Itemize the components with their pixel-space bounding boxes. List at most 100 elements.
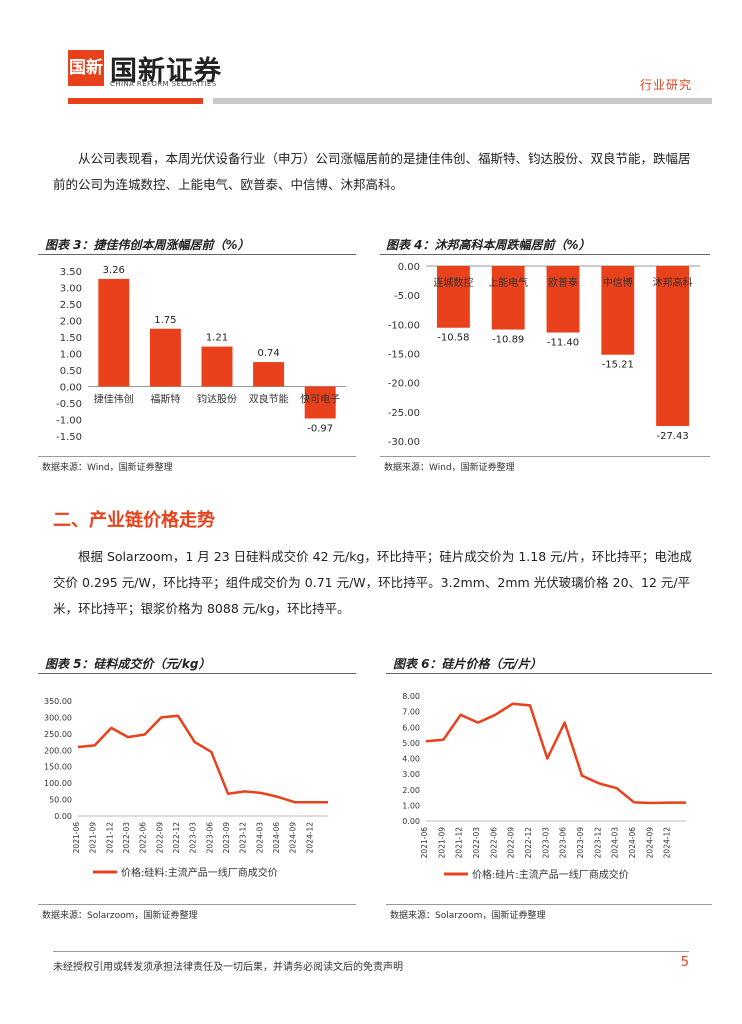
bar-value-label: 0.74: [257, 348, 279, 359]
bar: [601, 266, 635, 355]
bar-value-label: -27.43: [656, 431, 688, 442]
y-tick-label: 2.00: [60, 317, 82, 328]
category-label: 双良节能: [249, 393, 289, 406]
y-tick-label: -1.00: [56, 416, 82, 427]
bar-value-label: -10.89: [492, 335, 524, 346]
y-tick-label: 3.00: [402, 770, 420, 779]
fig5-source: 数据来源：Solarzoom，国新证券整理: [42, 911, 198, 921]
fig3-bar-chart: 3.50 3.00 2.50 2.00 1.50 1.00 0.50 0.00 -0.50 -1.…: [56, 265, 346, 443]
x-tick-label: 2021-12: [105, 822, 114, 854]
x-tick-label: 2023-09: [576, 827, 585, 859]
y-tick-label: -25.00: [388, 408, 420, 419]
fig6-title: 图表 6：硅片价格（元/片）: [393, 657, 542, 671]
x-tick-label: 2022-06: [489, 827, 498, 859]
y-tick-label: 300.00: [44, 713, 72, 722]
category-label: 捷佳伟创: [94, 393, 134, 406]
x-tick-label: 2024-06: [272, 822, 281, 854]
y-tick-label: -0.50: [56, 399, 82, 410]
header-accent-bar: [68, 98, 203, 104]
bar: [304, 386, 336, 419]
y-tick-label: 0.00: [54, 812, 72, 821]
x-tick-label: 2023-06: [559, 827, 568, 859]
category-label: 快可电子: [300, 393, 340, 406]
section-heading-price-trend: 二、产业链价格走势: [53, 510, 215, 531]
y-tick-label: 0.00: [60, 383, 82, 394]
x-tick-label: 2021-12: [455, 827, 464, 859]
fig4-source: 数据来源：Wind，国新证券整理: [384, 463, 515, 473]
x-tick-label: 2023-12: [239, 822, 248, 854]
fig5-top-rule: [38, 673, 356, 674]
category-label: 欧普泰: [548, 276, 578, 289]
x-tick-label: 2021-06: [420, 827, 429, 859]
category-label: 中信博: [603, 276, 633, 289]
category-label: 连城数控: [433, 276, 473, 289]
y-tick-label: -30.00: [388, 437, 420, 448]
header-divider-bar: [213, 98, 712, 104]
y-tick-label: -20.00: [388, 379, 420, 390]
x-tick-label: 2024-09: [289, 822, 298, 854]
x-tick-label: 2022-03: [472, 827, 481, 859]
y-tick-label: 150.00: [44, 763, 72, 772]
y-tick-label: 7.00: [402, 708, 420, 717]
x-tick-label: 2024-12: [663, 827, 672, 859]
x-tick-label: 2024-09: [645, 827, 654, 859]
y-tick-label: 0.00: [402, 817, 420, 826]
y-tick-label: 1.50: [60, 333, 82, 344]
x-tick-label: 2021-09: [437, 827, 446, 859]
y-tick-label: 100.00: [44, 779, 72, 788]
category-label: 钧达股份: [197, 394, 237, 406]
bar: [546, 266, 580, 333]
x-tick-label: 2024-03: [255, 822, 264, 854]
footer-disclaimer: 未经授权引用或转发须承担法律责任及一切后果，并请务必阅读文后的免责声明: [53, 962, 403, 973]
x-tick-label: 2022-03: [122, 822, 131, 854]
bar: [491, 266, 525, 330]
x-tick-label: 2022-12: [524, 827, 533, 859]
y-tick-label: 3.00: [60, 284, 82, 295]
y-tick-label: 3.50: [60, 267, 82, 278]
company-logo-mark: 国新: [68, 50, 104, 86]
report-type-tag: 行业研究: [639, 78, 692, 92]
bar-value-label: -11.40: [547, 338, 579, 349]
fig6-top-rule: [386, 673, 712, 674]
fig4-top-rule: [380, 254, 710, 255]
y-tick-label: 6.00: [402, 723, 420, 732]
bar: [201, 346, 233, 387]
x-tick-label: 2024-03: [611, 827, 620, 859]
fig6-bottom-rule: [386, 904, 712, 905]
fig5-line-chart: 350.00 300.00 250.00 200.00 150.00 100.00 50.0…: [44, 697, 328, 879]
bar-value-label: -0.97: [307, 424, 333, 435]
fig4-bar-chart: 0.00 -5.00 -10.00 -15.00 -20.00 -25.00 -30.00 -…: [388, 262, 700, 448]
legend-label: 价格:硅片:主流产品一线厂商成交价: [472, 868, 629, 881]
bar: [253, 362, 285, 387]
fig3-bottom-rule: [38, 456, 356, 457]
fig3-top-rule: [38, 254, 356, 255]
x-tick-label: 2023-12: [593, 827, 602, 859]
y-tick-label: 1.00: [60, 350, 82, 361]
x-tick-label: 2022-09: [507, 827, 516, 859]
x-tick-label: 2024-12: [305, 822, 314, 854]
company-name: 国新证券: [110, 56, 222, 87]
series-line: [77, 714, 328, 804]
y-tick-label: -1.50: [56, 432, 82, 443]
y-tick-label: -5.00: [394, 291, 420, 302]
y-tick-label: -10.00: [388, 320, 420, 331]
fig6-source: 数据来源：Solarzoom，国新证券整理: [390, 911, 546, 921]
y-tick-label: 350.00: [44, 697, 72, 706]
y-tick-label: 250.00: [44, 730, 72, 739]
price-paragraph: 根据 Solarzoom，1 月 23 日硅料成交价 42 元/kg，环比持平；…: [53, 549, 692, 616]
x-tick-label: 2024-06: [628, 827, 637, 859]
bar-value-label: -15.21: [602, 360, 634, 371]
x-tick-label: 2022-09: [155, 822, 164, 854]
y-tick-label: -15.00: [388, 350, 420, 361]
bar: [656, 266, 690, 427]
y-tick-label: 50.00: [49, 796, 72, 805]
legend-label: 价格:硅料:主流产品一线厂商成交价: [121, 866, 278, 879]
fig5-bottom-rule: [38, 904, 356, 905]
bar: [149, 328, 181, 387]
y-tick-label: 8.00: [402, 692, 420, 701]
bar-value-label: 1.75: [154, 315, 176, 326]
company-name-en: CHINA REFORM SECURITIES: [110, 80, 217, 88]
fig6-line-chart: 8.007.006.005.004.003.002.001.000.002021…: [402, 692, 686, 881]
x-tick-label: 2022-12: [172, 822, 181, 854]
bar: [436, 266, 470, 328]
